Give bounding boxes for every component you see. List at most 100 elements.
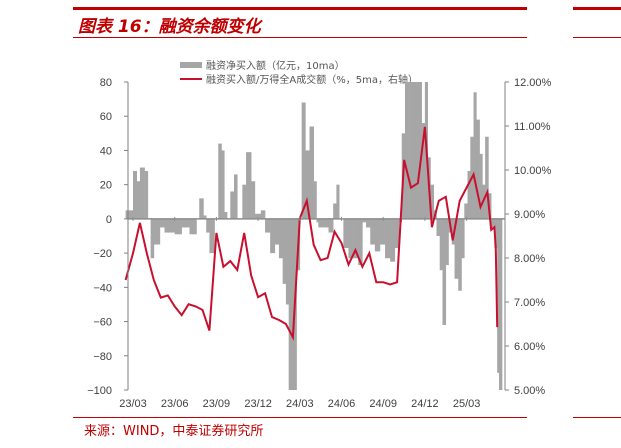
net-buy-bar — [136, 181, 141, 219]
right-tick-label: 10.00% — [514, 165, 552, 177]
net-buy-bar — [454, 218, 459, 279]
net-buy-bar — [491, 218, 495, 228]
net-buy-bar — [318, 218, 324, 228]
legend-line-swatch — [180, 77, 202, 80]
net-buy-bar — [301, 102, 306, 219]
x-tick-label: 24/03 — [286, 398, 314, 410]
net-buy-bar — [174, 218, 182, 235]
net-buy-bar — [309, 126, 314, 219]
net-buy-bar — [479, 153, 483, 219]
x-tick-label: 23/06 — [161, 398, 189, 410]
net-buy-bar — [409, 82, 415, 219]
net-buy-bar — [390, 218, 396, 262]
net-buy-bar — [461, 218, 465, 259]
net-buy-bar — [497, 218, 500, 373]
x-tick-label: 24/06 — [328, 398, 356, 410]
net-buy-bar — [358, 218, 363, 266]
next-chart-accent-bar — [573, 7, 621, 10]
net-buy-bar — [288, 218, 295, 390]
right-tick-label: 12.00% — [514, 77, 552, 89]
net-buy-bar — [224, 212, 228, 219]
net-buy-bar — [159, 218, 165, 228]
net-buy-bar — [313, 181, 317, 219]
net-buy-bar — [323, 218, 329, 228]
net-buy-bar — [336, 184, 340, 219]
net-buy-bar — [234, 174, 238, 219]
left-tick-label: 0 — [106, 214, 112, 226]
left-tick-label: −60 — [93, 317, 112, 329]
net-buy-bar — [254, 213, 262, 219]
left-tick-label: 80 — [100, 77, 112, 89]
left-tick-label: −40 — [93, 282, 112, 294]
net-buy-bar — [414, 82, 419, 219]
x-tick-label: 25/03 — [453, 398, 481, 410]
left-tick-label: −80 — [93, 351, 112, 363]
net-buy-bar — [404, 82, 410, 219]
net-buy-bar — [385, 218, 391, 259]
net-buy-bar — [366, 218, 371, 228]
ratio-line — [124, 126, 499, 341]
net-buy-bar — [221, 150, 225, 219]
net-buy-bar — [218, 143, 222, 219]
net-buy-bar — [251, 181, 256, 219]
legend-item-line: 融资买入额/万得全A成交额（%，5ma，右轴） — [180, 71, 418, 86]
right-tick-label: 8.00% — [514, 253, 545, 265]
net-buy-bar — [242, 184, 247, 219]
net-buy-bar — [439, 218, 443, 271]
legend-label: 融资买入额/万得全A成交额（%，5ma，右轴） — [206, 75, 418, 86]
net-buy-bar — [153, 218, 161, 245]
net-buy-bar — [305, 150, 310, 219]
chart-title: 图表 16：融资余额变化 — [78, 17, 261, 37]
net-buy-bar — [353, 218, 359, 259]
net-buy-bar — [348, 218, 354, 259]
net-buy-bar — [203, 215, 207, 219]
left-tick-label: −100 — [87, 385, 112, 397]
net-buy-bar — [476, 119, 480, 219]
net-buy-bar — [442, 218, 447, 325]
legend-label: 融资净买入额（亿元，10ma） — [206, 61, 345, 72]
net-buy-bar — [206, 218, 210, 233]
net-buy-bar — [445, 218, 449, 266]
left-tick-label: −20 — [93, 248, 112, 260]
net-buy-bar — [230, 191, 235, 219]
net-buy-bar — [316, 218, 319, 223]
x-tick-label: 23/12 — [244, 398, 272, 410]
legend-item-bars: 融资净买入额（亿元，10ma） — [180, 57, 345, 72]
net-buy-bar — [436, 218, 441, 236]
net-buy-bar — [362, 218, 367, 223]
net-buy-bar — [274, 218, 280, 245]
net-buy-bar — [328, 218, 334, 233]
net-buy-bar — [467, 170, 471, 219]
net-buy-bar — [417, 82, 422, 219]
header-accent-bar — [73, 7, 527, 10]
net-buy-bar — [246, 152, 252, 219]
net-buy-bar — [285, 218, 289, 305]
net-buy-bar — [421, 123, 426, 219]
source-note: 来源：WIND，中泰证券研究所 — [84, 424, 264, 439]
net-buy-bar — [458, 218, 462, 291]
next-chart-divider — [573, 37, 621, 38]
legend-bar-swatch — [180, 61, 202, 68]
net-buy-bar — [260, 210, 266, 219]
net-buy-bar — [181, 218, 190, 228]
net-buy-bar — [144, 170, 149, 219]
net-buy-bar — [473, 92, 477, 219]
net-buy-bar — [125, 210, 134, 219]
net-buy-bar — [494, 218, 498, 248]
net-buy-bar — [150, 218, 155, 259]
right-tick-label: 5.00% — [514, 385, 545, 397]
net-buy-bar — [278, 218, 283, 259]
x-tick-label: 23/09 — [203, 398, 231, 410]
net-buy-bar — [374, 218, 381, 252]
left-tick-label: 60 — [100, 111, 112, 123]
title-divider — [73, 37, 527, 38]
net-buy-bar — [343, 218, 349, 248]
net-buy-bar — [379, 218, 386, 245]
net-buy-bar — [282, 218, 287, 284]
right-tick-label: 7.00% — [514, 297, 545, 309]
net-buy-bar — [430, 184, 435, 219]
x-tick-label: 23/03 — [119, 398, 147, 410]
right-tick-label: 9.00% — [514, 209, 545, 221]
net-buy-bar — [265, 218, 271, 233]
